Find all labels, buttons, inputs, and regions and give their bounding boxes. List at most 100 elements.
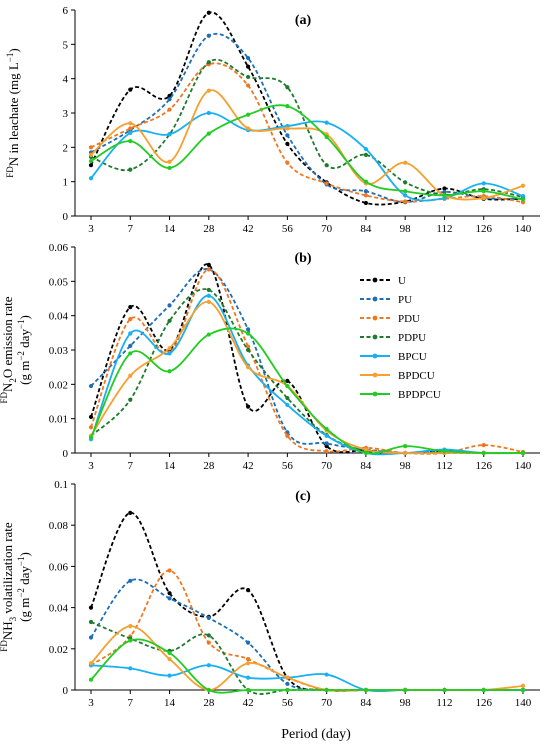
data-point-BPDCU xyxy=(88,661,94,666)
panel-label: (b) xyxy=(294,251,311,266)
data-point-PDU xyxy=(88,425,94,430)
x-tick-label: 14 xyxy=(164,223,176,235)
series-line-U xyxy=(90,511,523,692)
data-point-PDU xyxy=(285,433,290,438)
data-point-BPDCU xyxy=(363,447,369,452)
data-point-BPDCU xyxy=(245,126,251,131)
x-tick-label: 3 xyxy=(88,460,94,472)
x-tick-label: 56 xyxy=(282,223,294,235)
data-point-BPCU xyxy=(285,402,290,408)
data-point-U xyxy=(128,87,133,92)
data-point-BPCU xyxy=(324,672,329,677)
data-point-BPDPCU xyxy=(520,197,526,202)
data-point-PDPU xyxy=(206,633,211,638)
data-point-BPCU xyxy=(481,181,486,186)
data-point-BPDPCU xyxy=(324,687,329,693)
x-tick-label: 7 xyxy=(128,460,134,472)
data-point-BPDPCU xyxy=(88,158,94,164)
data-point-BPDCU xyxy=(481,196,486,201)
data-point-PDU xyxy=(167,568,172,573)
x-tick-label: 56 xyxy=(282,697,294,709)
data-point-U xyxy=(285,378,290,383)
data-point-BPCU xyxy=(88,176,94,181)
data-point-BPDCU xyxy=(245,365,251,370)
data-point-BPCU xyxy=(324,433,329,438)
data-point-U xyxy=(245,587,251,593)
data-point-BPDPCU xyxy=(167,369,172,374)
data-point-PDPU xyxy=(285,85,290,90)
data-point-U xyxy=(206,10,211,15)
data-point-PU xyxy=(88,635,94,640)
data-point-BPDPCU xyxy=(481,450,486,456)
data-point-U xyxy=(245,64,251,69)
x-tick-label: 3 xyxy=(88,697,94,709)
series-line-PU xyxy=(90,268,524,455)
data-point-BPCU xyxy=(206,110,211,116)
data-point-PDPU xyxy=(324,163,329,168)
series-line-PDPU xyxy=(90,288,523,455)
legend-marker-PU xyxy=(372,296,378,302)
data-point-BPDPCU xyxy=(363,179,369,184)
data-point-BPDPCU xyxy=(324,426,329,432)
y-tick-label: 1 xyxy=(63,177,69,189)
data-point-BPDPCU xyxy=(128,351,133,356)
data-point-BPDCU xyxy=(88,152,94,157)
data-point-BPDPCU xyxy=(88,677,94,682)
data-point-BPDCU xyxy=(206,88,211,93)
x-tick-label: 126 xyxy=(475,460,492,472)
data-point-PDU xyxy=(285,160,290,165)
legend-label-BPDPCU: BPDPCU xyxy=(398,389,441,401)
x-tick-label: 70 xyxy=(321,697,333,709)
x-tick-label: 98 xyxy=(400,697,412,709)
data-point-PU xyxy=(167,303,172,308)
x-tick-label: 140 xyxy=(515,697,532,709)
legend-marker-BPDPCU xyxy=(372,391,378,397)
y-tick-label: 6 xyxy=(63,5,69,17)
x-axis-label: Period (day) xyxy=(281,727,351,742)
data-point-U xyxy=(363,200,369,206)
x-tick-label: 98 xyxy=(400,223,412,235)
legend-marker-U xyxy=(372,277,378,283)
data-point-BPCU xyxy=(128,130,133,136)
data-point-PDU xyxy=(206,640,211,645)
data-point-BPDPCU xyxy=(403,189,408,194)
data-point-BPDPCU xyxy=(481,687,486,693)
y-tick-label: 0.04 xyxy=(49,311,69,323)
x-tick-label: 84 xyxy=(360,697,372,709)
data-point-BPDPCU xyxy=(206,687,211,693)
data-point-PDU xyxy=(363,193,369,198)
data-point-PDPU xyxy=(363,152,369,157)
data-point-PDU xyxy=(167,107,172,112)
y-tick-label: 0.01 xyxy=(49,414,68,426)
data-point-U xyxy=(285,141,290,146)
data-point-PDU xyxy=(128,126,133,131)
data-point-BPDPCU xyxy=(245,112,251,117)
data-point-U xyxy=(88,605,94,610)
data-point-PU xyxy=(206,615,211,621)
data-point-PDU xyxy=(245,344,251,349)
data-point-BPDCU xyxy=(128,373,133,378)
data-point-BPDPCU xyxy=(481,189,486,194)
data-point-PDU xyxy=(128,317,133,322)
x-tick-label: 42 xyxy=(243,697,254,709)
data-point-BPDPCU xyxy=(167,165,172,171)
series-line-BPDPCU xyxy=(90,638,523,694)
data-point-PU xyxy=(128,578,133,583)
data-point-BPCU xyxy=(167,351,172,356)
y-axis-label: FDN in leachate (mg L−1) xyxy=(5,48,21,177)
panel-label: (c) xyxy=(295,489,311,504)
y-tick-label: 0.03 xyxy=(49,345,69,357)
data-point-BPDPCU xyxy=(128,139,133,144)
x-tick-label: 112 xyxy=(436,697,452,709)
y-tick-label: 3 xyxy=(63,108,69,120)
data-point-U xyxy=(128,510,133,515)
legend-label-PDU: PDU xyxy=(398,313,420,325)
x-tick-label: 84 xyxy=(360,223,372,235)
series-line-BPDCU xyxy=(90,625,524,692)
data-point-BPCU xyxy=(167,673,172,678)
x-tick-label: 7 xyxy=(128,697,134,709)
data-point-PU xyxy=(285,681,290,686)
y-tick-label: 0.08 xyxy=(49,520,69,532)
data-point-PU xyxy=(167,596,172,601)
